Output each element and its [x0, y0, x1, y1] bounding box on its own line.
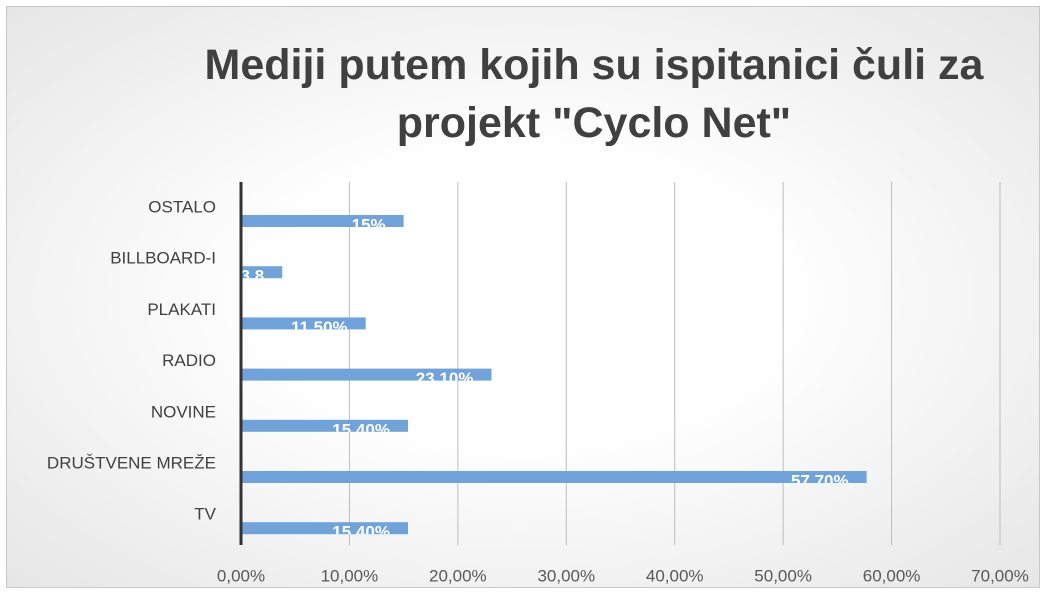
- bar: [241, 215, 404, 227]
- data-label: 15,40%: [332, 523, 390, 542]
- y-tick-label: NOVINE: [151, 402, 216, 421]
- chart-background: [6, 6, 1040, 588]
- x-tick-label: 60,00%: [863, 566, 921, 585]
- bar: [241, 471, 867, 483]
- x-tick-label: 20,00%: [429, 566, 487, 585]
- x-tick-label: 0,00%: [217, 566, 265, 585]
- data-label: 3,8: [241, 267, 265, 286]
- y-tick-label: OSTALO: [148, 197, 216, 216]
- bar: [241, 266, 283, 279]
- y-tick-label: DRUŠTVENE MREŽE: [47, 453, 216, 472]
- x-tick-label: 10,00%: [321, 566, 379, 585]
- chart-title: Mediji putem kojih su ispitanici čuli za…: [204, 41, 984, 147]
- x-tick-label: 40,00%: [646, 566, 704, 585]
- data-label: 15,40%: [332, 420, 390, 439]
- x-tick-label: 50,00%: [754, 566, 812, 585]
- y-tick-label: PLAKATI: [147, 300, 216, 319]
- x-tick-label: 70,00%: [971, 566, 1029, 585]
- y-tick-label: TV: [194, 505, 216, 524]
- data-label: 11,50%: [291, 318, 348, 337]
- data-label: 23,10%: [416, 369, 474, 388]
- x-tick-label: 30,00%: [537, 566, 595, 585]
- data-label: 57,70%: [791, 471, 849, 490]
- bar: [241, 522, 408, 535]
- bar: [241, 317, 366, 330]
- bar: [241, 419, 408, 432]
- y-tick-label: BILLBOARD-I: [110, 249, 216, 268]
- data-label: 15%: [352, 215, 386, 234]
- y-tick-label: RADIO: [162, 351, 216, 370]
- bar: [241, 368, 492, 381]
